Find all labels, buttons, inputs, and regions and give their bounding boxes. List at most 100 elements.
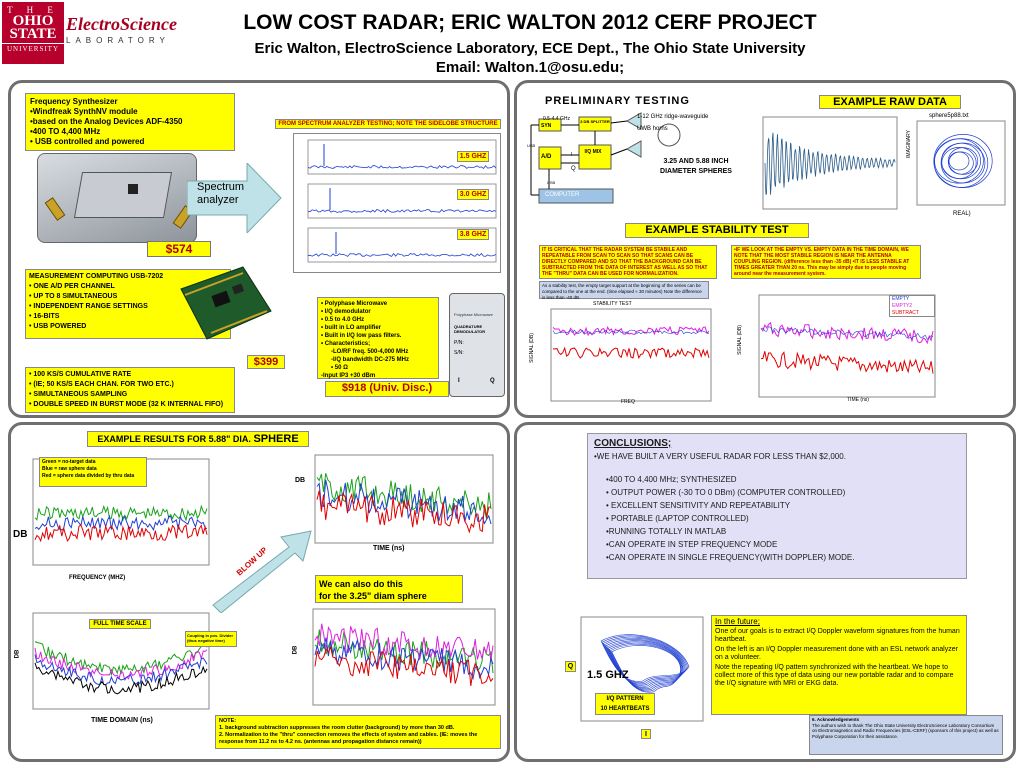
ghz-label: 1.5 GHZ [457, 151, 489, 162]
price-demodulator: $918 (Univ. Disc.) [325, 381, 449, 397]
panel-hardware: Frequency Synthesizer •Windfreak SynthNV… [8, 80, 510, 418]
measurement-box: MEASUREMENT COMPUTING USB-7202 • ONE A/D… [25, 269, 231, 339]
panel-testing: PRELIMINARY TESTING 0.5-4.4 GHz 1-12 GHz… [514, 80, 1016, 418]
coupling-note: Coupling in pos. Divider (thus negative … [185, 631, 237, 647]
rate-item: • DOUBLE SPEED IN BURST MODE (32 K INTER… [29, 401, 224, 408]
spectrum-trace [307, 208, 497, 214]
demod-q: Q [490, 378, 495, 384]
legend-empty2: EMPTY2 [892, 303, 913, 309]
rate-item: • 100 KS/S CUMULATIVE RATE [29, 371, 132, 378]
results-legend: Green = no-target data Blue = raw sphere… [39, 457, 147, 487]
db-small-label: DB [295, 477, 306, 484]
spectrum-analyzer-plots [293, 133, 501, 273]
future-item: One of our goals is to extract I/Q Doppl… [715, 628, 960, 643]
can-line: for the 3.25" diam sphere [319, 591, 427, 601]
results-title-a: EXAMPLE RESULTS FOR 5.88" DIA. [97, 434, 254, 444]
raw-plot-title: sphere5p88.txt [929, 113, 969, 119]
spectrum-analyzer-label: Spectrum analyzer [197, 181, 245, 206]
synthesizer-box: Frequency Synthesizer •Windfreak SynthNV… [25, 93, 235, 151]
time-ns-label: TIME (ns) [373, 545, 405, 552]
future-item: Note the repeating I/Q pattern synchroni… [715, 664, 954, 687]
spectrum-trace [307, 252, 497, 257]
preliminary-testing-title: PRELIMINARY TESTING [545, 95, 690, 107]
raw-data-title: EXAMPLE RAW DATA [819, 95, 961, 109]
diagram-i: I [571, 152, 573, 158]
coupling-line: (thus negative time) [187, 638, 225, 643]
note-item: 1. background subtraction suppresses the… [219, 725, 455, 731]
electroscience-logo: ElectroScience LABORATORY [66, 14, 181, 48]
logo-ohio: OHIO [12, 13, 54, 29]
can-line: We can also do this [319, 579, 403, 589]
diagram-iq-mix: I/Q MIX [584, 149, 602, 155]
spectrum-analyzer-title: FROM SPECTRUM ANALYZER TESTING; NOTE THE… [275, 119, 501, 129]
full-time-scale-label: FULL TIME SCALE [89, 619, 151, 629]
stab-left-title: STABILITY TEST [593, 301, 632, 307]
diagram-freq1: 0.5-4.4 GHz [543, 116, 570, 122]
stability-freq-plot [550, 308, 712, 402]
demod-sn: S/N: [454, 350, 464, 356]
stability-note-right: •IF WE LOOK AT THE EMPTY VS. EMPTY DATA … [731, 245, 921, 279]
stability-note-left: IT IS CRITICAL THAT THE RADAR SYSTEM BE … [539, 245, 717, 279]
diagram-computer: COMPUTER [545, 192, 580, 198]
synth-item: • USB controlled and powered [30, 137, 145, 146]
heartbeat-freq: 1.5 GHZ [587, 669, 629, 681]
diagram-ad: A/D [541, 154, 552, 160]
heartbeat-loop [611, 645, 681, 693]
diagram-q: Q [571, 166, 576, 172]
arrow-right-icon [187, 163, 282, 233]
synth-item: •based on the Analog Devices ADF-4350 [30, 117, 183, 126]
demodulator-photo: Polyphase Microwave QUADRATURE DEMODULAT… [449, 293, 505, 397]
pol-item: -I/Q bandwidth DC-275 MHz [331, 357, 409, 363]
iq-ring [933, 134, 993, 188]
legend-subtract: SUBTRACT [892, 310, 919, 316]
raw-data-iq-plot [916, 120, 1006, 206]
daq-board-photo [180, 266, 272, 340]
results-title: EXAMPLE RESULTS FOR 5.88" DIA. SPHERE [87, 431, 309, 447]
demod-brand: Polyphase Microwave [454, 312, 493, 317]
results-title-b: SPHERE [253, 433, 299, 445]
conclusion-item [594, 463, 960, 473]
notes-box: NOTE: 1. background subtraction suppress… [215, 715, 501, 749]
price-daq: $399 [247, 355, 285, 369]
meas-item: • ONE A/D PER CHANNEL [29, 283, 115, 290]
future-heading: In the future; [715, 617, 760, 626]
synth-title: Frequency Synthesizer [30, 97, 118, 106]
conclusion-item: •400 TO 4,400 MHz; SYNTHESIZED [606, 475, 737, 484]
conclusions-box: CONCLUSIONS; •WE HAVE BUILT A VERY USEFU… [587, 433, 967, 579]
demod-i: I [458, 378, 460, 384]
acknowledgements-box: 6. Acknowledgements The authors wish to … [809, 715, 1003, 755]
future-box: In the future; One of our goals is to ex… [711, 615, 967, 715]
conclusion-item: • PORTABLE (LAPTOP CONTROLLED) [606, 514, 749, 523]
small-sphere-note: We can also do this for the 3.25" diam s… [315, 575, 463, 603]
diagram-freq2: 1-12 GHz ridge-waveguide [637, 114, 709, 120]
demod-name: QUADRATURE DEMODULATOR [454, 324, 486, 334]
pol-item: • Characteristics; [321, 341, 371, 347]
es-logo-name: ElectroScience [66, 14, 177, 34]
db-label: DB [13, 529, 28, 540]
diagram-spheres: 3.25 AND 5.88 INCH DIAMETER SPHERES [660, 158, 732, 175]
price-synthesizer: $574 [147, 241, 211, 257]
diagram-usb: USB [547, 180, 556, 185]
iq-line: 10 HEARTBEATS [600, 706, 650, 712]
diagram-freq3: UWB horns [637, 126, 668, 132]
pol-item: -LO/RF freq. 500-4,000 MHz [331, 349, 409, 355]
ghz-label: 3.0 GHZ [457, 189, 489, 200]
rate-item: • (IE; 50 KS/S EACH CHAN. FOR TWO ETC.) [29, 381, 174, 388]
polyphase-box: • Polyphase Microwave • I/Q demodulator … [317, 297, 439, 379]
pol-item: • 50 Ω [331, 365, 348, 371]
iq-line: I/Q PATTERN [606, 696, 644, 702]
legend-empty: EMPTY [892, 296, 910, 302]
pol-item: • Built in I/Q low pass filters. [321, 333, 402, 339]
note-item: 2. Normalization to the "thru" connectio… [219, 732, 478, 745]
stab-right-xlabel: TIME (ns) [847, 397, 869, 403]
synth-item: •Windfreak SynthNV module [30, 107, 138, 116]
full-time-plot [32, 612, 210, 710]
logo-state: STATE [9, 26, 57, 42]
conclusion-item: •CAN OPERATE IN STEP FREQUENCY MODE [606, 540, 778, 549]
ack-title: 6. Acknowledgements [812, 717, 860, 722]
pol-item: • built in LO amplifier [321, 325, 382, 331]
conclusion-item: • EXCELLENT SENSITIVITY AND REPEATABILIT… [606, 501, 791, 510]
diagram-splitter: 3 DB SPLITTER [580, 119, 610, 124]
db-small-label: DB [14, 649, 21, 659]
conclusion-item: •WE HAVE BUILT A VERY USEFUL RADAR FOR L… [594, 452, 846, 461]
